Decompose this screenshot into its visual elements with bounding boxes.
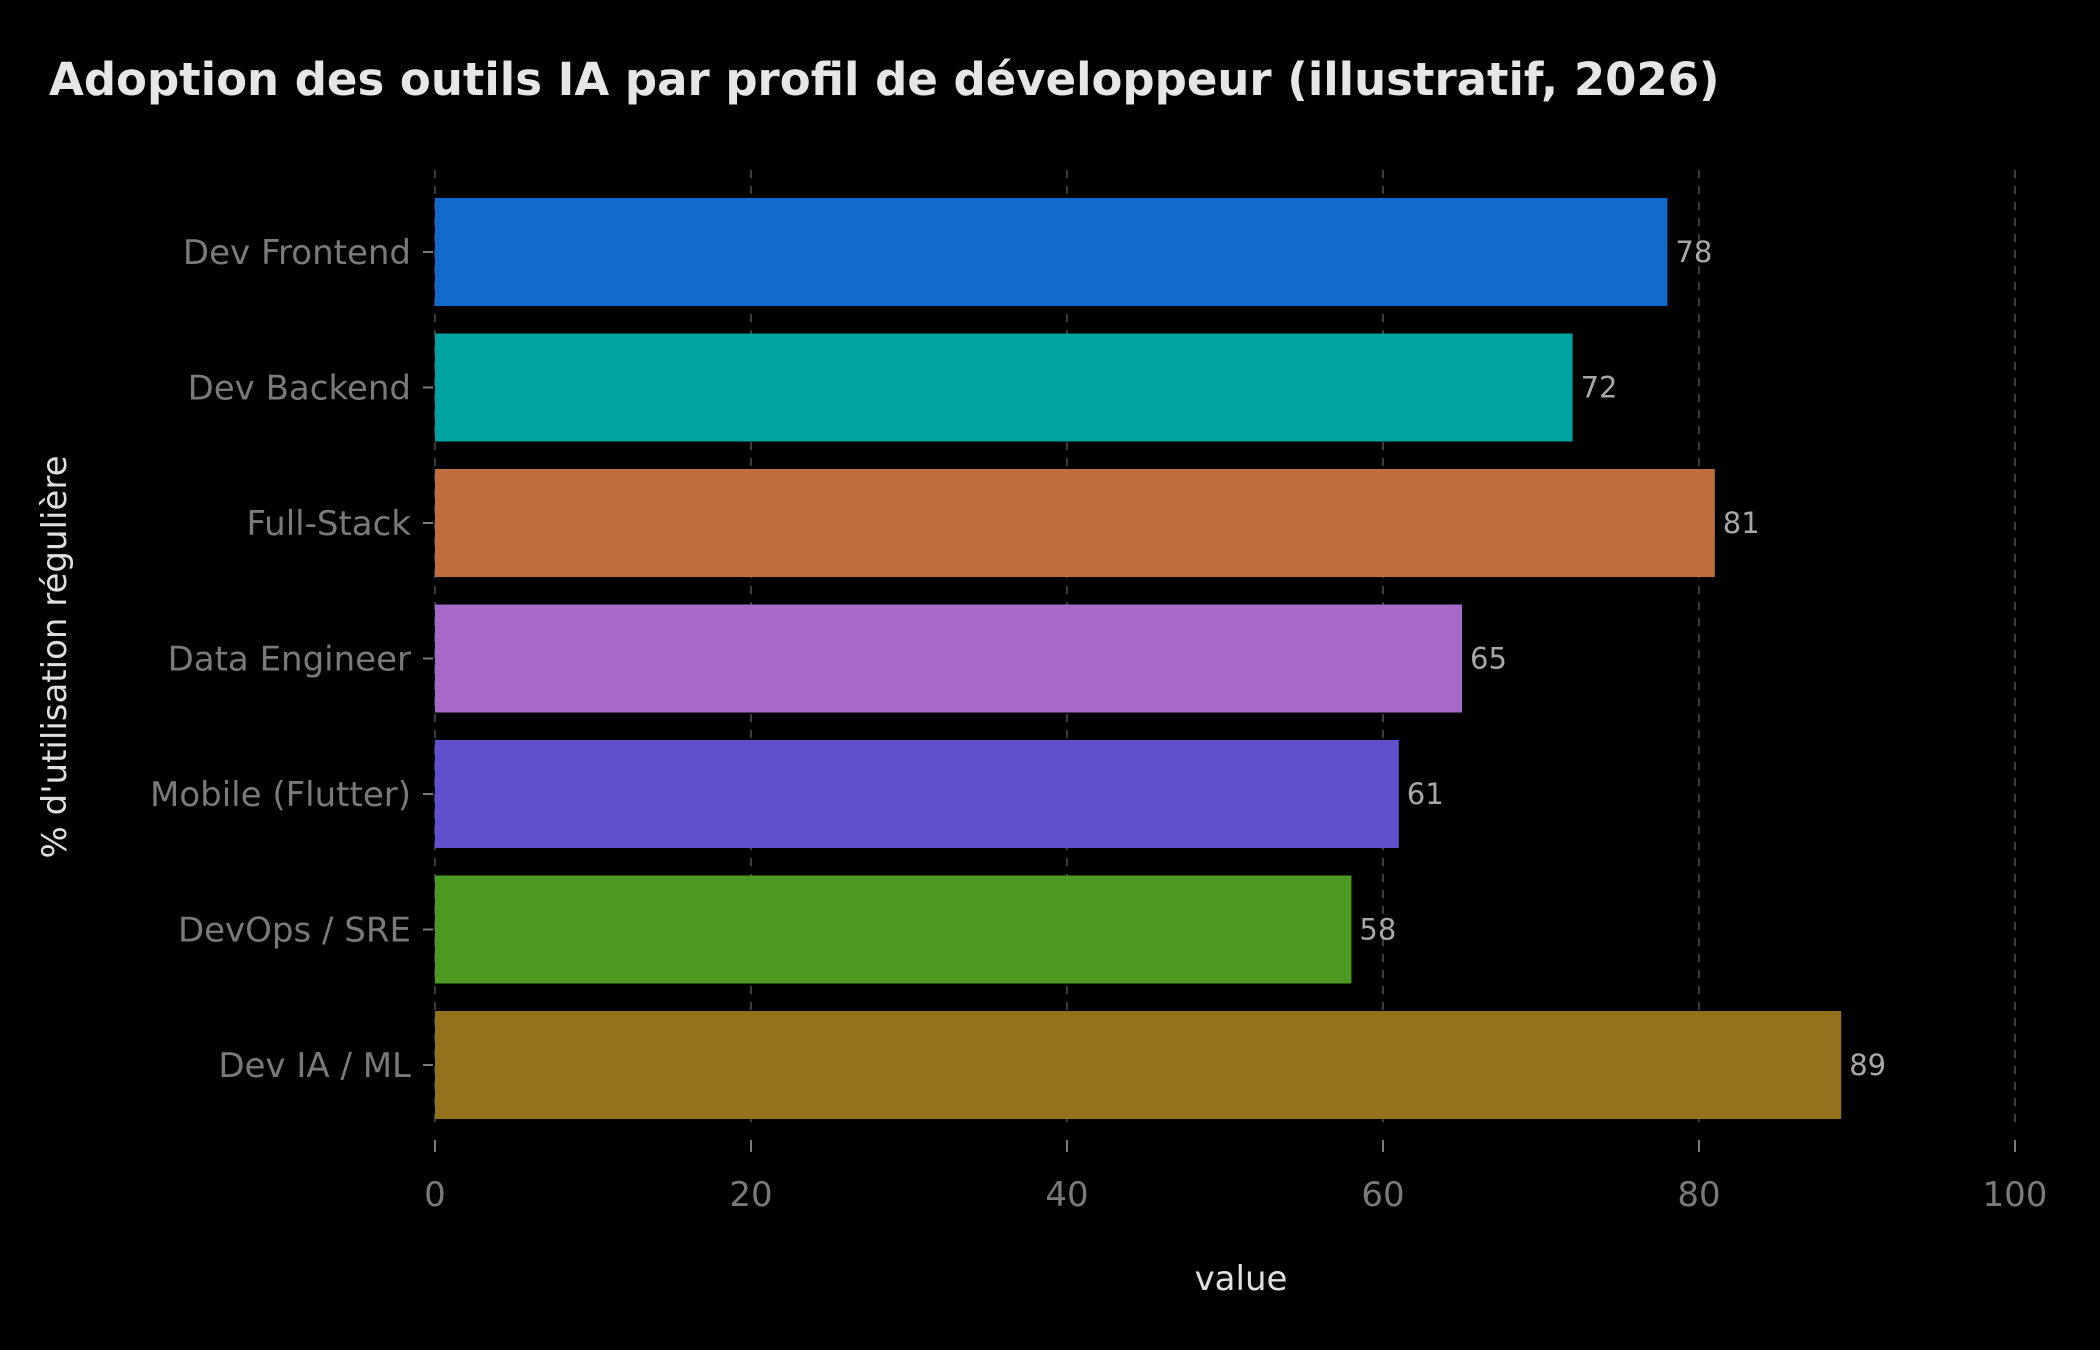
bar-value-label: 72 [1581,371,1618,405]
chart-title: Adoption des outils IA par profil de dév… [49,53,1720,106]
bars [435,198,1842,1119]
bar [435,333,1573,442]
category-label: Dev IA / ML [218,1046,411,1086]
bar-value-label: 65 [1470,642,1507,676]
x-tick-label: 80 [1677,1175,1720,1215]
x-axis-label: value [1195,1259,1288,1299]
x-tick-label: 20 [729,1175,772,1215]
bar-value-label: 89 [1849,1048,1886,1082]
category-label: Data Engineer [168,640,411,680]
category-label: Dev Frontend [183,233,411,273]
x-tick-label: 60 [1361,1175,1404,1215]
x-tick-label: 40 [1045,1175,1088,1215]
bar-value-label: 78 [1675,235,1712,269]
bar-value-label: 61 [1407,777,1444,811]
y-axis-ticks: Dev Frontend Dev Backend Full-Stack Data En… [150,233,433,1086]
bar [435,604,1462,713]
x-axis-ticks: 0 20 40 60 80 100 [424,1140,2047,1215]
bar [435,198,1668,306]
bar [435,875,1352,984]
category-label: Full-Stack [246,504,411,544]
x-tick-label: 100 [1983,1175,2048,1215]
bar [435,1011,1842,1119]
category-label: DevOps / SRE [178,911,411,951]
bar [435,740,1399,848]
category-label: Mobile (Flutter) [150,775,411,815]
bar [435,469,1715,577]
bar-value-label: 58 [1359,913,1396,947]
x-tick-label: 0 [424,1175,446,1215]
data-labels: 78 72 81 65 61 58 89 [1359,235,1886,1082]
y-axis-label: % d'utilisation régulière [35,456,75,859]
bar-value-label: 81 [1723,506,1760,540]
category-label: Dev Backend [188,369,411,409]
